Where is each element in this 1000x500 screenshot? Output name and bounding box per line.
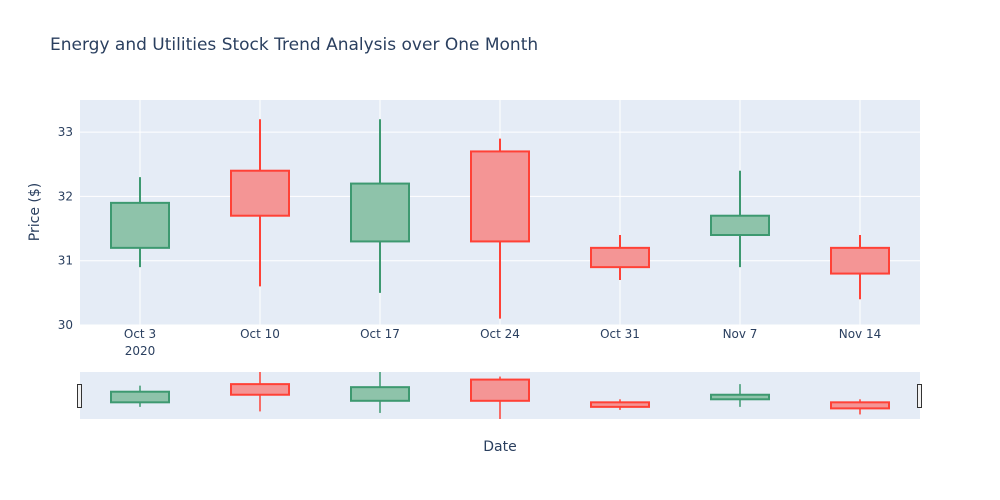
range-slider-left-handle[interactable] [77, 384, 82, 408]
candle[interactable] [350, 119, 410, 293]
x-year-label: 2020 [125, 344, 156, 358]
chart-title: Energy and Utilities Stock Trend Analysi… [50, 35, 538, 55]
slider-candle-body [110, 390, 170, 404]
candle[interactable] [710, 170, 770, 268]
slider-candle-body [350, 386, 410, 402]
slider-candle [350, 372, 410, 413]
slider-candle-body [470, 378, 530, 402]
x-tick-label: Oct 31 [600, 327, 640, 341]
slider-candle-body [230, 383, 290, 396]
slider-candle [470, 376, 530, 419]
y-tick-label: 33 [58, 125, 73, 139]
y-tick-label: 32 [58, 189, 73, 203]
slider-candle [710, 384, 770, 407]
y-tick-label: 31 [58, 254, 73, 268]
candle[interactable] [110, 177, 170, 268]
slider-candle-body [830, 401, 890, 410]
slider-candle [830, 399, 890, 415]
candle-body [710, 214, 770, 236]
candle[interactable] [230, 119, 290, 287]
y-tick-label: 30 [58, 318, 73, 332]
slider-candle [230, 372, 290, 412]
x-tick-label: Oct 10 [240, 327, 280, 341]
main-candles [110, 119, 890, 319]
range-slider-right-handle[interactable] [917, 384, 922, 408]
y-axis-title: Price ($) [27, 183, 43, 241]
x-tick-label: Oct 17 [360, 327, 400, 341]
x-tick-label: Oct 3 [124, 327, 156, 341]
x-tick-label: Nov 7 [723, 327, 758, 341]
candle[interactable] [590, 235, 650, 280]
candle-body [110, 201, 170, 249]
x-tick-label: Oct 24 [480, 327, 520, 341]
y-axis-ticks: 30 31 32 33 [58, 125, 73, 332]
x-tick-label: Nov 14 [839, 327, 882, 341]
candle-body [350, 182, 410, 243]
candle[interactable] [830, 235, 890, 300]
slider-candle-body [710, 393, 770, 401]
candle-body [830, 246, 890, 275]
slider-candle [590, 399, 650, 410]
x-axis-ticks: Oct 3 Oct 10 Oct 17 Oct 24 Oct 31 Nov 7 Nov 14 [124, 327, 881, 341]
candle-body [470, 150, 530, 243]
x-axis-title: Date [483, 439, 516, 455]
slider-candle-body [590, 401, 650, 408]
range-slider-candles [110, 372, 890, 419]
candle-body [590, 246, 650, 269]
candle-body [230, 169, 290, 217]
candle[interactable] [470, 138, 530, 319]
slider-candle [110, 385, 170, 407]
